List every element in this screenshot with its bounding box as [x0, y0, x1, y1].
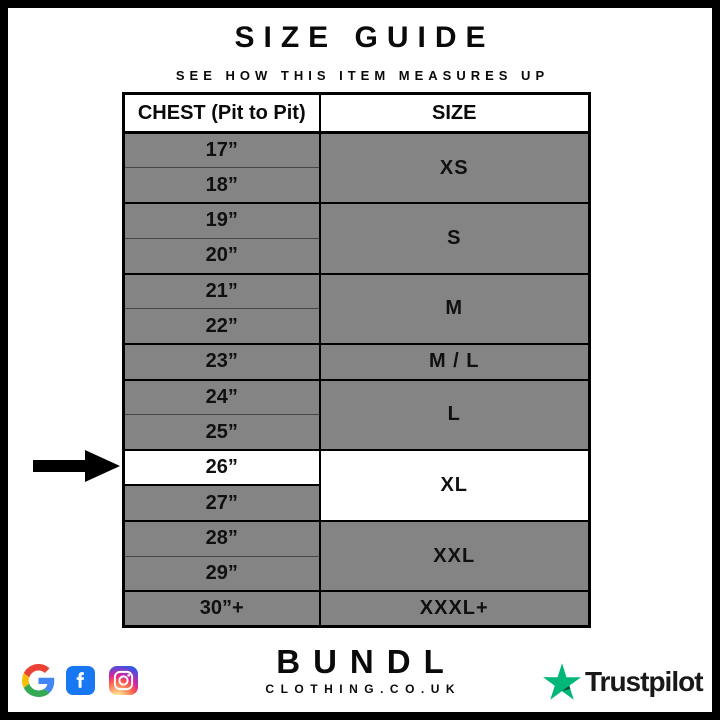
chest-cell-highlighted: 26” — [123, 449, 321, 486]
chest-cell: 27” — [123, 484, 321, 521]
facebook-icon — [66, 666, 95, 695]
size-cell-highlighted: XL — [319, 449, 590, 521]
size-cell: M — [319, 272, 590, 345]
table-row: 19” S — [123, 202, 590, 274]
chest-cell: 21” — [123, 272, 321, 309]
instagram-icon — [109, 666, 138, 695]
trustpilot-star-icon — [543, 663, 581, 700]
table-row: 28” XXL — [123, 519, 590, 592]
chest-cell: 25” — [123, 414, 321, 451]
size-cell: XXL — [319, 519, 590, 592]
table-row: 30”+ XXXL+ — [123, 590, 590, 627]
chest-cell: 24” — [123, 378, 321, 415]
highlight-arrow-icon — [33, 450, 120, 482]
table-header-row: CHEST (Pit to Pit) SIZE — [123, 93, 590, 134]
table-row: 27” — [123, 484, 590, 521]
table-row-highlighted: 26” XL — [123, 449, 590, 521]
table-row: 21” M — [123, 272, 590, 345]
chest-cell: 29” — [123, 555, 321, 592]
column-header-chest: CHEST (Pit to Pit) — [123, 93, 321, 134]
chest-cell: 18” — [123, 167, 321, 204]
table-row: 25” — [123, 414, 590, 451]
table-row: 18” — [123, 167, 590, 204]
trustpilot-logo: Trustpilot — [543, 663, 704, 700]
size-cell: XXXL+ — [319, 590, 590, 627]
brand-name: BUNDL — [276, 643, 457, 680]
table-row: 23” M / L — [123, 343, 590, 380]
trustpilot-label: Trustpilot — [585, 665, 704, 697]
table-row: 24” L — [123, 378, 590, 451]
page-title: SIZE GUIDE — [234, 21, 495, 54]
table-row: 22” — [123, 308, 590, 345]
size-cell: XS — [319, 131, 590, 204]
chest-cell: 22” — [123, 308, 321, 345]
chest-cell: 17” — [123, 131, 321, 168]
chest-cell: 30”+ — [123, 590, 321, 627]
google-icon — [22, 664, 55, 697]
page-subtitle: SEE HOW THIS ITEM MEASURES UP — [175, 68, 550, 83]
chest-cell: 19” — [123, 202, 321, 239]
size-cell: M / L — [319, 343, 590, 380]
chest-cell: 28” — [123, 519, 321, 557]
column-header-size: SIZE — [319, 93, 590, 134]
size-guide-table: CHEST (Pit to Pit) SIZE 17” XS 18” 19” S… — [122, 92, 591, 629]
size-cell: S — [319, 202, 590, 274]
chest-cell: 20” — [123, 237, 321, 274]
table-row: 29” — [123, 555, 590, 592]
table-row: 17” XS — [123, 131, 590, 204]
brand-logo: BUNDL CLOTHING.CO.UK — [8, 643, 712, 696]
table-row: 20” — [123, 237, 590, 274]
brand-domain: CLOTHING.CO.UK — [265, 681, 462, 696]
chest-cell: 23” — [123, 343, 321, 380]
size-cell: L — [319, 378, 590, 451]
